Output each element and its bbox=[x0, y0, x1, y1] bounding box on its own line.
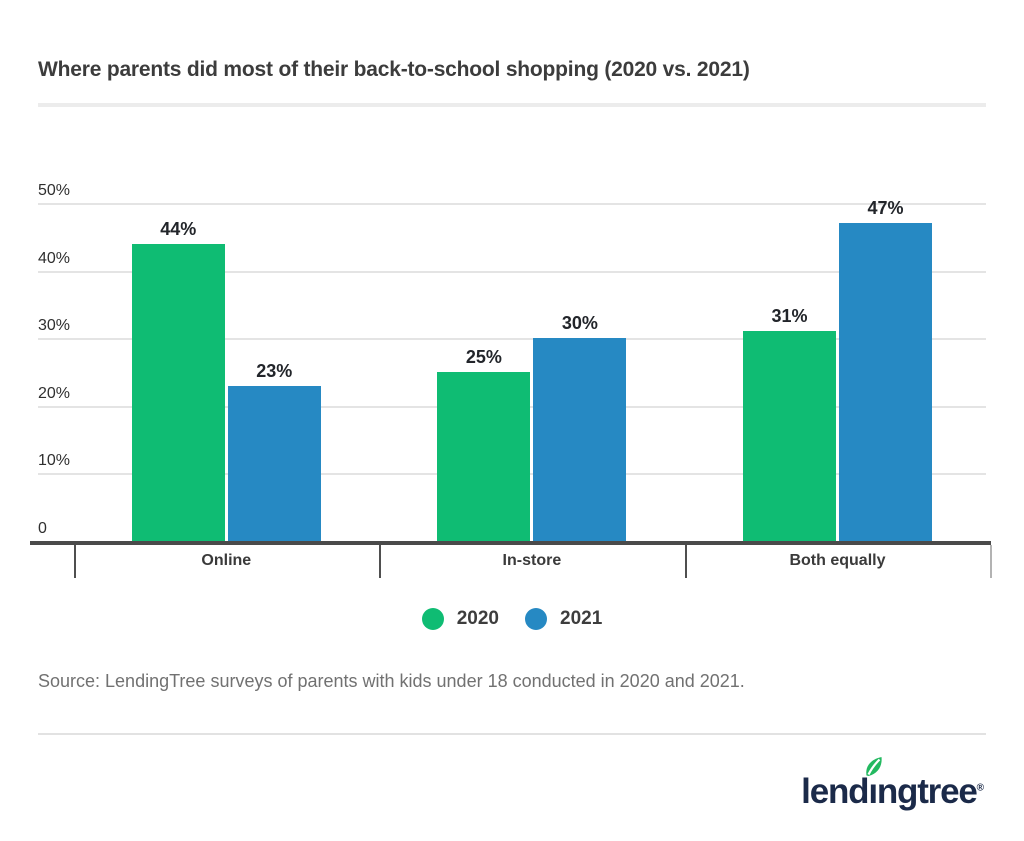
chart-title: Where parents did most of their back-to-… bbox=[38, 58, 750, 81]
legend-label: 2021 bbox=[560, 608, 603, 629]
x-axis-line bbox=[30, 541, 991, 545]
category-label: Online bbox=[201, 552, 252, 569]
bar-value-label: 23% bbox=[256, 360, 293, 381]
source-note: Source: LendingTree surveys of parents w… bbox=[38, 671, 745, 691]
bar-2021 bbox=[533, 338, 627, 541]
logo-dotless-i: ı bbox=[868, 772, 878, 811]
logo-text: lendı ngtree® bbox=[801, 757, 984, 812]
category-tick bbox=[684, 545, 687, 578]
bar-2020 bbox=[437, 372, 531, 541]
leaf-icon bbox=[866, 757, 882, 776]
category-label: Both equally bbox=[789, 552, 886, 569]
gridline bbox=[38, 203, 986, 205]
y-axis-tick-label: 0 bbox=[38, 520, 47, 537]
top-divider bbox=[38, 103, 986, 107]
logo-text-post: ngtree bbox=[876, 772, 978, 811]
bar-value-label: 44% bbox=[160, 218, 197, 239]
gridline bbox=[38, 338, 986, 341]
category-tick bbox=[379, 545, 382, 578]
category-tick bbox=[990, 545, 993, 578]
category-tick bbox=[73, 545, 76, 578]
bar-2020 bbox=[131, 243, 225, 541]
bar-value-label: 47% bbox=[867, 198, 904, 219]
bar-value-label: 30% bbox=[561, 313, 598, 334]
legend-dot-icon bbox=[421, 608, 444, 630]
gridline bbox=[38, 270, 986, 273]
bar-value-label: 31% bbox=[771, 306, 808, 327]
y-axis-tick-label: 40% bbox=[38, 249, 71, 267]
bottom-divider bbox=[38, 733, 986, 735]
category-label: In-store bbox=[502, 552, 562, 569]
bar-2021 bbox=[839, 223, 932, 541]
y-axis-tick-label: 20% bbox=[38, 384, 71, 402]
y-axis-tick-label: 10% bbox=[38, 452, 71, 470]
logo-letter-i: ı bbox=[866, 757, 882, 812]
legend-item-2021: 2021 bbox=[525, 608, 602, 630]
legend-dot-icon bbox=[525, 608, 547, 630]
registered-mark: ® bbox=[976, 782, 984, 794]
y-axis-tick-label: 50% bbox=[38, 182, 71, 199]
bar-2021 bbox=[227, 385, 321, 541]
lendingtree-logo: lendı ngtree® bbox=[801, 757, 984, 812]
bar-value-label: 25% bbox=[465, 347, 502, 367]
y-axis-tick-label: 30% bbox=[38, 317, 71, 335]
legend-item-2020: 2020 bbox=[421, 608, 499, 630]
legend-label: 2020 bbox=[456, 608, 499, 629]
bar-2020 bbox=[743, 331, 836, 541]
logo-text-pre: lend bbox=[801, 772, 869, 811]
chart-legend: 2020 2021 bbox=[0, 608, 1024, 630]
